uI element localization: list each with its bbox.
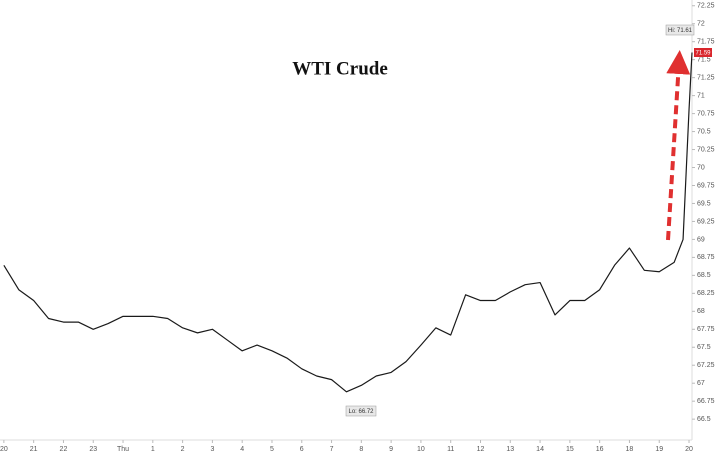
x-tick-label: 2: [181, 446, 185, 453]
arrow: [666, 50, 691, 241]
y-tick-label: 69.75: [697, 182, 715, 189]
x-tick-label: 21: [30, 446, 38, 453]
y-tick-label: 67.25: [697, 362, 715, 369]
y-tick-label: 68.5: [697, 272, 711, 279]
low-tag-box: [345, 405, 377, 417]
x-tick-label: 15: [566, 446, 574, 453]
y-tick-label: 71.25: [697, 74, 715, 81]
x-tick-label: 9: [389, 446, 393, 453]
y-tick-label: 67.75: [697, 326, 715, 333]
y-tick-label: 70.5: [697, 128, 711, 135]
last-tag: 71.59: [695, 51, 711, 57]
y-tick-label: 69: [697, 236, 705, 243]
y-tick-label: 71.5: [697, 57, 711, 64]
x-tick-label: 13: [506, 446, 514, 453]
chart-title: WTI Crude: [292, 58, 388, 79]
x-tick-label: 18: [626, 446, 634, 453]
x-tick-label: 11: [447, 446, 454, 453]
x-tick-label: 8: [359, 446, 363, 453]
x-tick-label: 7: [330, 446, 334, 453]
x-tick-label: 16: [596, 446, 604, 453]
x-tick-label: 23: [89, 446, 97, 453]
x-tick-label: 10: [417, 446, 425, 453]
high-tag: Hi: 71.61: [668, 28, 693, 34]
low-tag: Lo: 66.72: [348, 409, 374, 415]
y-tick-label: 72: [697, 21, 705, 28]
x-tick-label: Thu: [117, 446, 129, 453]
x-tick-label: 5: [270, 446, 274, 453]
y-tick-label: 70: [697, 164, 705, 171]
y-tick-label: 71: [697, 92, 705, 99]
y-tick-label: 68: [697, 308, 705, 315]
y-tick-label: 72.25: [697, 3, 715, 10]
y-tick-label: 71.75: [697, 39, 715, 46]
x-tick-label: 3: [210, 446, 214, 453]
y-tick-label: 70.75: [697, 110, 715, 117]
x-tick-label: 19: [655, 446, 663, 453]
y-tick-label: 66.5: [697, 416, 711, 423]
x-tick-label: 1: [151, 446, 155, 453]
last-tag-box: [694, 48, 712, 57]
y-tick-label: 67.5: [697, 344, 711, 351]
y-tick-label: 69.5: [697, 200, 711, 207]
y-tick-label: 68.75: [697, 254, 715, 261]
y-tick-label: 66.75: [697, 398, 715, 405]
x-tick-label: 14: [536, 446, 544, 453]
x-tick-label: 12: [477, 446, 485, 453]
x-tick-label: 22: [60, 446, 68, 453]
x-tick-label: 20: [0, 446, 8, 453]
y-tick-label: 67: [697, 380, 705, 387]
x-tick-label: 6: [300, 446, 304, 453]
y-tick-label: 70.25: [697, 146, 715, 153]
high-tag-box: [665, 24, 695, 36]
x-tick-label: 4: [240, 446, 244, 453]
x-tick-label: 20: [685, 446, 693, 453]
y-tick-label: 68.25: [697, 290, 715, 297]
price-line: [3, 52, 693, 393]
y-tick-label: 69.25: [697, 218, 715, 225]
